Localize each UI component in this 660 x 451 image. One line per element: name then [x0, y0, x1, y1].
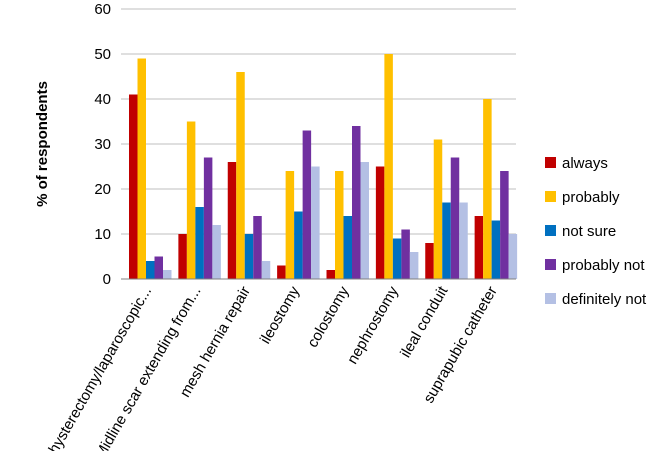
bar-probably-1	[186, 121, 196, 279]
bar-always-1	[178, 234, 187, 279]
legend-swatch-probably	[545, 191, 556, 202]
legend-label: not sure	[562, 223, 616, 240]
y-axis-label: % of respondents	[34, 81, 51, 207]
y-tick-label: 0	[103, 271, 111, 288]
bar-probably-not-2	[253, 216, 262, 279]
bar-probably-2	[236, 72, 245, 279]
bar-always-2	[227, 162, 237, 279]
y-tick-label: 20	[94, 181, 111, 198]
y-axis-tick-labels: 0 10 20 30 40 50 60	[94, 1, 111, 288]
x-tick-label: colostomy	[304, 283, 353, 350]
legend-label: probably not	[562, 257, 645, 274]
x-tick-label: nephrostomy	[344, 283, 402, 367]
y-tick-label: 30	[94, 136, 111, 153]
bar-probably-7	[483, 99, 492, 279]
legend-label: always	[562, 155, 608, 172]
bar-definitely-not-4	[360, 162, 369, 279]
bar-definitely-not-2	[261, 261, 271, 279]
bar-always-5	[375, 166, 385, 279]
bar-not-sure-2	[244, 234, 254, 279]
legend-swatch-always	[545, 157, 556, 168]
legend: always probably not sure probably not defini…	[545, 155, 647, 308]
legend-swatch-probably-not	[545, 259, 556, 270]
bar-definitely-not-1	[212, 225, 221, 279]
legend-label: definitely not	[562, 291, 647, 308]
legend-swatch-not-sure	[545, 225, 556, 236]
x-axis-tick-labels: hysterectomy/laparoscopic...*Midline sca…	[45, 283, 500, 451]
bar-probably-3	[285, 171, 295, 279]
bar-always-7	[474, 216, 484, 279]
y-tick-label: 50	[94, 46, 111, 63]
bar-probably-not-4	[352, 126, 361, 279]
bar-not-sure-6	[442, 202, 451, 279]
y-tick-label: 10	[94, 226, 111, 243]
bar-probably-not-7	[500, 171, 509, 279]
bar-not-sure-3	[294, 211, 303, 279]
bar-probably-not-5	[401, 229, 410, 279]
bar-definitely-not-5	[409, 252, 419, 279]
bar-not-sure-4	[343, 216, 352, 279]
x-tick-label: ileal conduit	[397, 283, 452, 361]
bar-always-0	[129, 94, 138, 279]
bar-probably-not-0	[154, 256, 163, 279]
bar-probably-not-1	[203, 157, 213, 279]
legend-label: probably	[562, 189, 620, 206]
bar-not-sure-1	[195, 207, 204, 279]
x-tick-label: ileostomy	[257, 283, 304, 347]
legend-swatch-definitely-not	[545, 293, 556, 304]
bar-always-3	[277, 265, 286, 279]
bar-definitely-not-6	[459, 202, 468, 279]
x-tick-label: hysterectomy/laparoscopic...	[45, 284, 155, 451]
bar-probably-4	[335, 171, 344, 279]
bar-definitely-not-3	[311, 166, 320, 279]
bar-definitely-not-0	[163, 270, 172, 279]
bar-probably-5	[384, 54, 393, 279]
bar-probably-0	[137, 58, 146, 279]
bar-always-4	[326, 270, 335, 279]
bars	[129, 54, 518, 279]
y-tick-label: 60	[94, 1, 111, 18]
bar-not-sure-0	[146, 261, 155, 279]
bar-not-sure-7	[491, 220, 501, 279]
bar-always-6	[425, 243, 434, 279]
bar-probably-not-3	[302, 130, 312, 279]
bar-probably-not-6	[450, 157, 460, 279]
bar-definitely-not-7	[508, 234, 518, 279]
bar-not-sure-5	[392, 238, 402, 279]
y-tick-label: 40	[94, 91, 111, 108]
bar-probably-6	[433, 139, 443, 279]
